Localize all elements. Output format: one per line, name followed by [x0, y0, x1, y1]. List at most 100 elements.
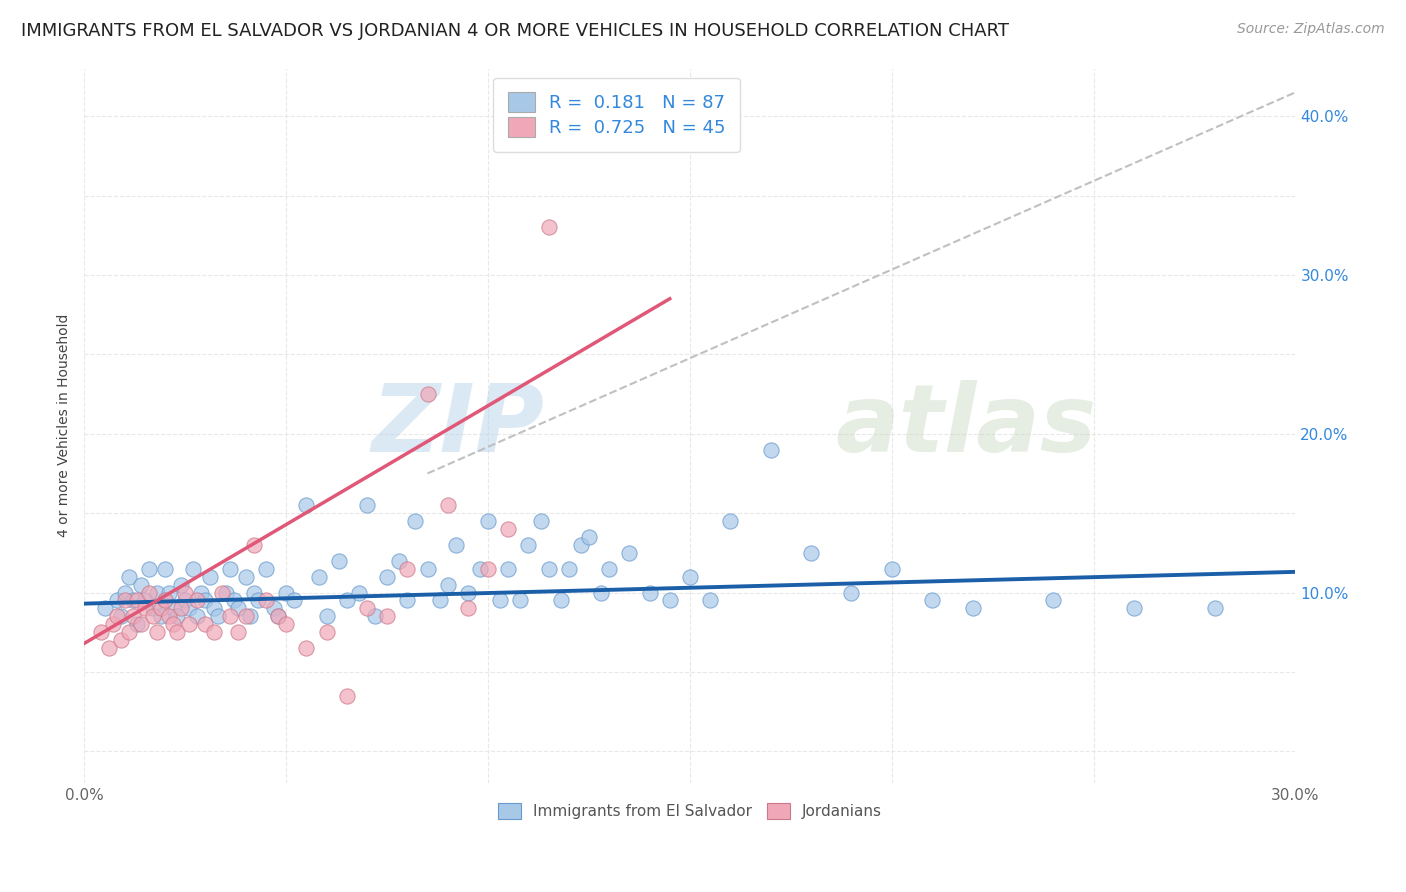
Point: [142, 609, 165, 624]
Point: [110, 609, 132, 624]
Point: [436, 577, 458, 591]
Point: [174, 585, 197, 599]
Point: [598, 562, 620, 576]
Point: [129, 577, 152, 591]
Point: [218, 609, 240, 624]
Point: [215, 585, 238, 599]
Point: [396, 562, 419, 576]
Point: [97, 641, 120, 656]
Legend: Immigrants from El Salvador, Jordanians: Immigrants from El Salvador, Jordanians: [492, 797, 889, 825]
Point: [315, 625, 337, 640]
Point: [477, 562, 499, 576]
Point: [841, 585, 863, 599]
Point: [153, 593, 176, 607]
Point: [105, 609, 128, 624]
Point: [138, 562, 160, 576]
Point: [134, 593, 156, 607]
Point: [226, 601, 249, 615]
Point: [718, 514, 741, 528]
Point: [921, 593, 943, 607]
Point: [578, 530, 600, 544]
Point: [226, 625, 249, 640]
Point: [183, 562, 205, 576]
Point: [118, 569, 141, 583]
Point: [457, 585, 479, 599]
Point: [138, 585, 160, 599]
Point: [496, 522, 519, 536]
Point: [105, 593, 128, 607]
Point: [166, 625, 188, 640]
Text: IMMIGRANTS FROM EL SALVADOR VS JORDANIAN 4 OR MORE VEHICLES IN HOUSEHOLD CORRELA: IMMIGRANTS FROM EL SALVADOR VS JORDANIAN…: [21, 22, 1010, 40]
Point: [202, 601, 225, 615]
Point: [198, 569, 221, 583]
Text: Source: ZipAtlas.com: Source: ZipAtlas.com: [1237, 22, 1385, 37]
Point: [235, 609, 257, 624]
Point: [150, 609, 173, 624]
Point: [569, 538, 592, 552]
Point: [759, 442, 782, 457]
Point: [263, 601, 285, 615]
Point: [468, 562, 491, 576]
Point: [396, 593, 419, 607]
Point: [347, 585, 370, 599]
Point: [211, 585, 233, 599]
Point: [186, 593, 208, 607]
Point: [1123, 601, 1146, 615]
Point: [537, 562, 560, 576]
Point: [388, 554, 411, 568]
Point: [375, 609, 398, 624]
Text: atlas: atlas: [835, 380, 1097, 472]
Point: [254, 562, 277, 576]
Point: [153, 593, 176, 607]
Point: [356, 498, 378, 512]
Point: [800, 546, 823, 560]
Point: [202, 625, 225, 640]
Point: [142, 601, 165, 615]
Point: [218, 562, 240, 576]
Point: [457, 601, 479, 615]
Point: [153, 562, 176, 576]
Point: [267, 609, 290, 624]
Point: [179, 617, 201, 632]
Point: [550, 593, 572, 607]
Point: [222, 593, 245, 607]
Point: [243, 585, 266, 599]
Point: [194, 617, 217, 632]
Point: [146, 625, 169, 640]
Point: [162, 617, 184, 632]
Point: [308, 569, 330, 583]
Point: [328, 554, 350, 568]
Point: [114, 585, 136, 599]
Point: [679, 569, 702, 583]
Point: [157, 609, 180, 624]
Point: [509, 593, 531, 607]
Point: [134, 601, 156, 615]
Point: [1204, 601, 1226, 615]
Point: [276, 617, 298, 632]
Point: [517, 538, 540, 552]
Point: [170, 577, 193, 591]
Point: [89, 625, 111, 640]
Point: [416, 562, 439, 576]
Point: [125, 617, 148, 632]
Point: [101, 617, 124, 632]
Point: [558, 562, 581, 576]
Point: [444, 538, 467, 552]
Point: [162, 601, 184, 615]
Point: [157, 585, 180, 599]
Point: [186, 609, 208, 624]
Point: [699, 593, 721, 607]
Point: [125, 593, 148, 607]
Point: [243, 538, 266, 552]
Point: [529, 514, 551, 528]
Point: [207, 609, 229, 624]
Point: [619, 546, 641, 560]
Point: [962, 601, 984, 615]
Point: [537, 220, 560, 235]
Point: [121, 593, 143, 607]
Point: [404, 514, 426, 528]
Point: [118, 625, 141, 640]
Point: [170, 601, 193, 615]
Point: [1042, 593, 1064, 607]
Point: [283, 593, 305, 607]
